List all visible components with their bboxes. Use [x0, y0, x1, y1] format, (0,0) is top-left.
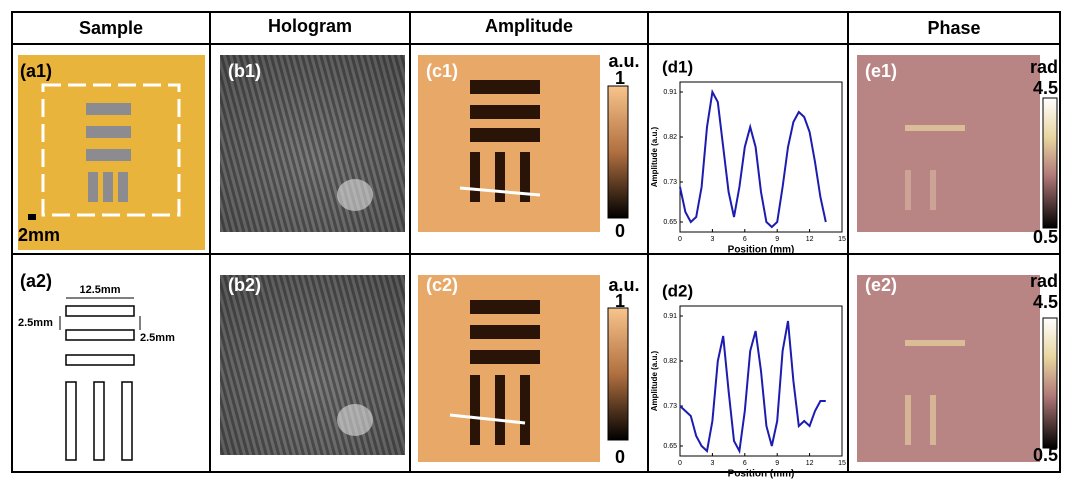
column-header: Phase: [927, 18, 980, 38]
dimension-label: 2.5mm: [18, 317, 53, 329]
colorbar-min: 0: [615, 221, 625, 241]
column-header: Sample: [79, 18, 143, 38]
colorbar-max: 1: [615, 68, 625, 88]
dimension-label: 2.5mm: [140, 332, 175, 344]
colorbar-unit: a.u.: [608, 275, 639, 295]
x-tick-label: 15: [838, 460, 846, 467]
x-tick-label: 6: [743, 460, 747, 467]
y-tick-label: 0.73: [663, 179, 677, 186]
y-tick-label: 0.91: [663, 89, 677, 96]
panel-label: (a1): [20, 61, 52, 81]
column-header: Hologram: [268, 16, 352, 36]
x-tick-label: 0: [678, 236, 682, 243]
panel-label: (a2): [20, 271, 52, 291]
colorbar-max: 1: [615, 291, 625, 311]
x-tick-label: 9: [775, 460, 779, 467]
colorbar-min: 0: [615, 447, 625, 467]
colorbar-min: 0.5: [1033, 227, 1058, 247]
y-axis-label: Amplitude (a.u.): [650, 126, 659, 187]
x-axis-label: Position (mm): [728, 469, 795, 480]
y-tick-label: 0.91: [663, 313, 677, 320]
y-tick-label: 0.65: [663, 443, 677, 450]
plot-frame: [679, 81, 843, 233]
y-tick-label: 0.82: [663, 134, 677, 141]
hologram-image: [220, 55, 405, 455]
x-tick-label: 6: [743, 236, 747, 243]
x-tick-label: 12: [806, 236, 814, 243]
chart-label: (d2): [662, 281, 693, 300]
table-grid: [11, 11, 1061, 473]
x-tick-label: 0: [678, 460, 682, 467]
panel-label: (b1): [228, 61, 261, 81]
dimension-label: 12.5mm: [80, 284, 121, 296]
sample-photo: [18, 55, 205, 250]
y-axis-label: Amplitude (a.u.): [650, 350, 659, 411]
x-axis-label: Position (mm): [728, 245, 795, 256]
x-tick-label: 12: [806, 460, 814, 467]
panel-label: (b2): [228, 275, 261, 295]
data-line: [679, 320, 826, 455]
chart-label: (d1): [662, 57, 693, 76]
phase-image: [857, 55, 1058, 462]
x-tick-label: 3: [710, 460, 714, 467]
panel-label: (c2): [426, 275, 458, 295]
y-tick-label: 0.82: [663, 358, 677, 365]
colorbar-max: 4.5: [1033, 78, 1058, 98]
y-tick-label: 0.73: [663, 403, 677, 410]
scale-bar-label: 2mm: [18, 225, 60, 245]
colorbar-unit: a.u.: [608, 51, 639, 71]
colorbar-unit: rad: [1030, 57, 1058, 77]
x-tick-label: 9: [775, 236, 779, 243]
colorbar-max: 4.5: [1033, 292, 1058, 312]
colorbar-min: 0.5: [1033, 445, 1058, 465]
plot-frame: [679, 305, 843, 457]
colorbar-unit: rad: [1030, 271, 1058, 291]
amplitude-image: [418, 55, 629, 462]
x-tick-label: 15: [838, 236, 846, 243]
column-header: Amplitude: [485, 16, 573, 36]
data-line: [679, 88, 827, 229]
schematic: [59, 297, 141, 461]
panel-label: (e1): [865, 61, 897, 81]
panel-label: (e2): [865, 275, 897, 295]
panel-label: (c1): [426, 61, 458, 81]
x-tick-label: 3: [710, 236, 714, 243]
y-tick-label: 0.65: [663, 219, 677, 226]
